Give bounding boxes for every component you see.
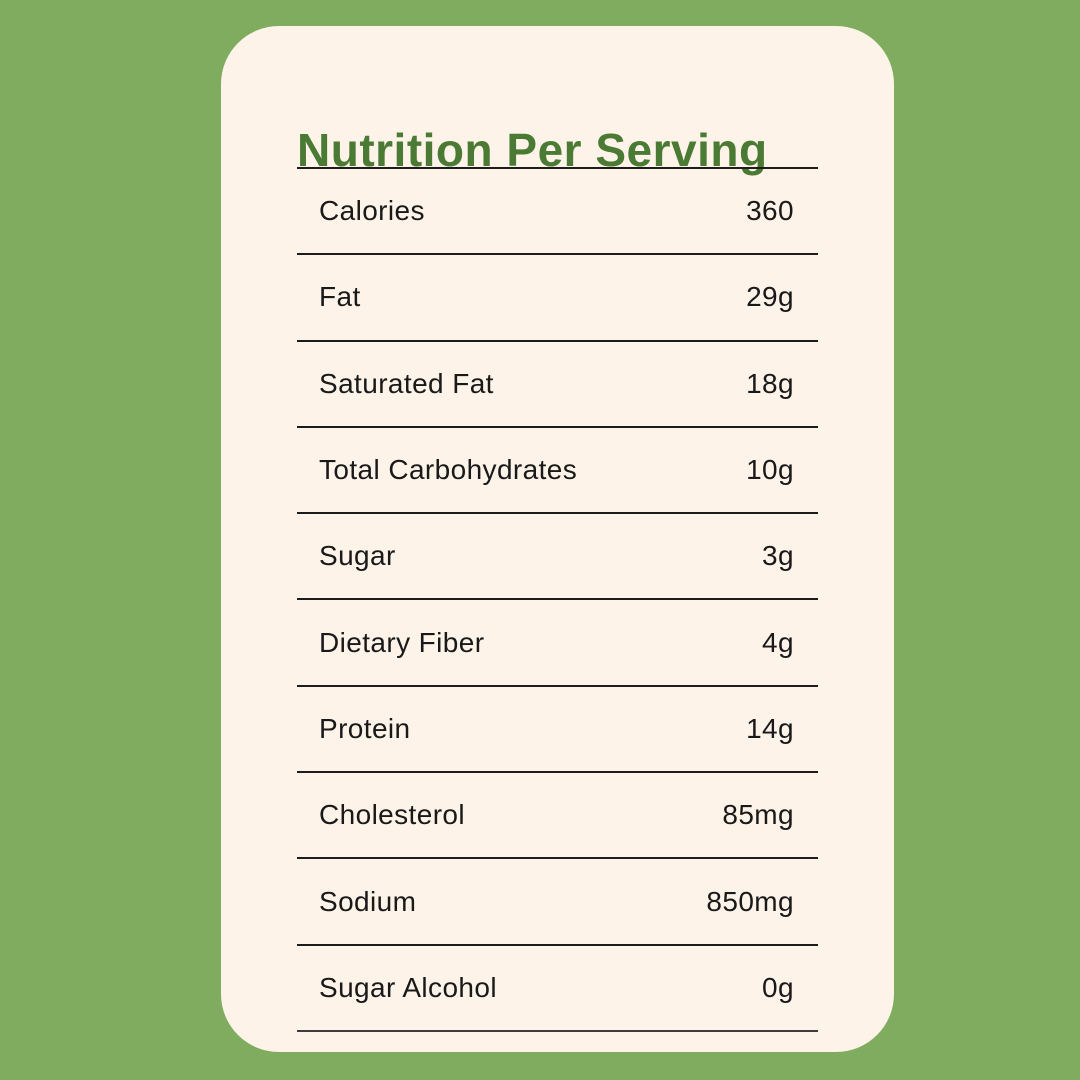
nutrient-value: 18g	[746, 367, 794, 399]
table-row: Total Carbohydrates 10g	[297, 425, 818, 512]
nutrient-label: Saturated Fat	[319, 367, 494, 399]
nutrient-value: 0g	[762, 971, 794, 1003]
nutrient-label: Cholesterol	[319, 799, 466, 831]
table-row: Sodium 850mg	[297, 857, 818, 943]
nutrient-value: 29g	[746, 281, 794, 313]
nutrient-label: Protein	[319, 712, 411, 744]
table-row: Saturated Fat 18g	[297, 339, 818, 426]
nutrient-label: Sugar	[319, 540, 396, 572]
nutrient-value: 4g	[762, 626, 794, 658]
table-row: Calories 360	[297, 167, 818, 253]
nutrient-label: Sodium	[319, 885, 417, 917]
nutrient-value: 85mg	[722, 799, 794, 831]
table-row: Sugar Alcohol 0g	[297, 943, 818, 1030]
nutrient-value: 14g	[746, 712, 794, 744]
nutrient-label: Fat	[319, 281, 361, 313]
nutrient-label: Total Carbohydrates	[319, 454, 578, 486]
nutrient-value: 10g	[746, 454, 794, 486]
nutrient-value: 850mg	[706, 885, 794, 917]
nutrient-label: Dietary Fiber	[319, 626, 485, 658]
nutrient-value: 360	[746, 195, 794, 227]
nutrition-card: Nutrition Per Serving Calories 360 Fat 2…	[221, 26, 894, 1052]
nutrient-value: 3g	[762, 540, 794, 572]
nutrient-label: Calories	[319, 195, 425, 227]
nutrition-table: Calories 360 Fat 29g Saturated Fat 18g T…	[297, 167, 818, 1032]
table-row: Fat 29g	[297, 253, 818, 339]
table-row: Sugar 3g	[297, 512, 818, 598]
nutrient-label: Sugar Alcohol	[319, 971, 497, 1003]
page-title: Nutrition Per Serving	[297, 123, 768, 176]
table-row: Protein 14g	[297, 684, 818, 771]
table-row: Cholesterol 85mg	[297, 771, 818, 857]
table-row: Dietary Fiber 4g	[297, 598, 818, 684]
